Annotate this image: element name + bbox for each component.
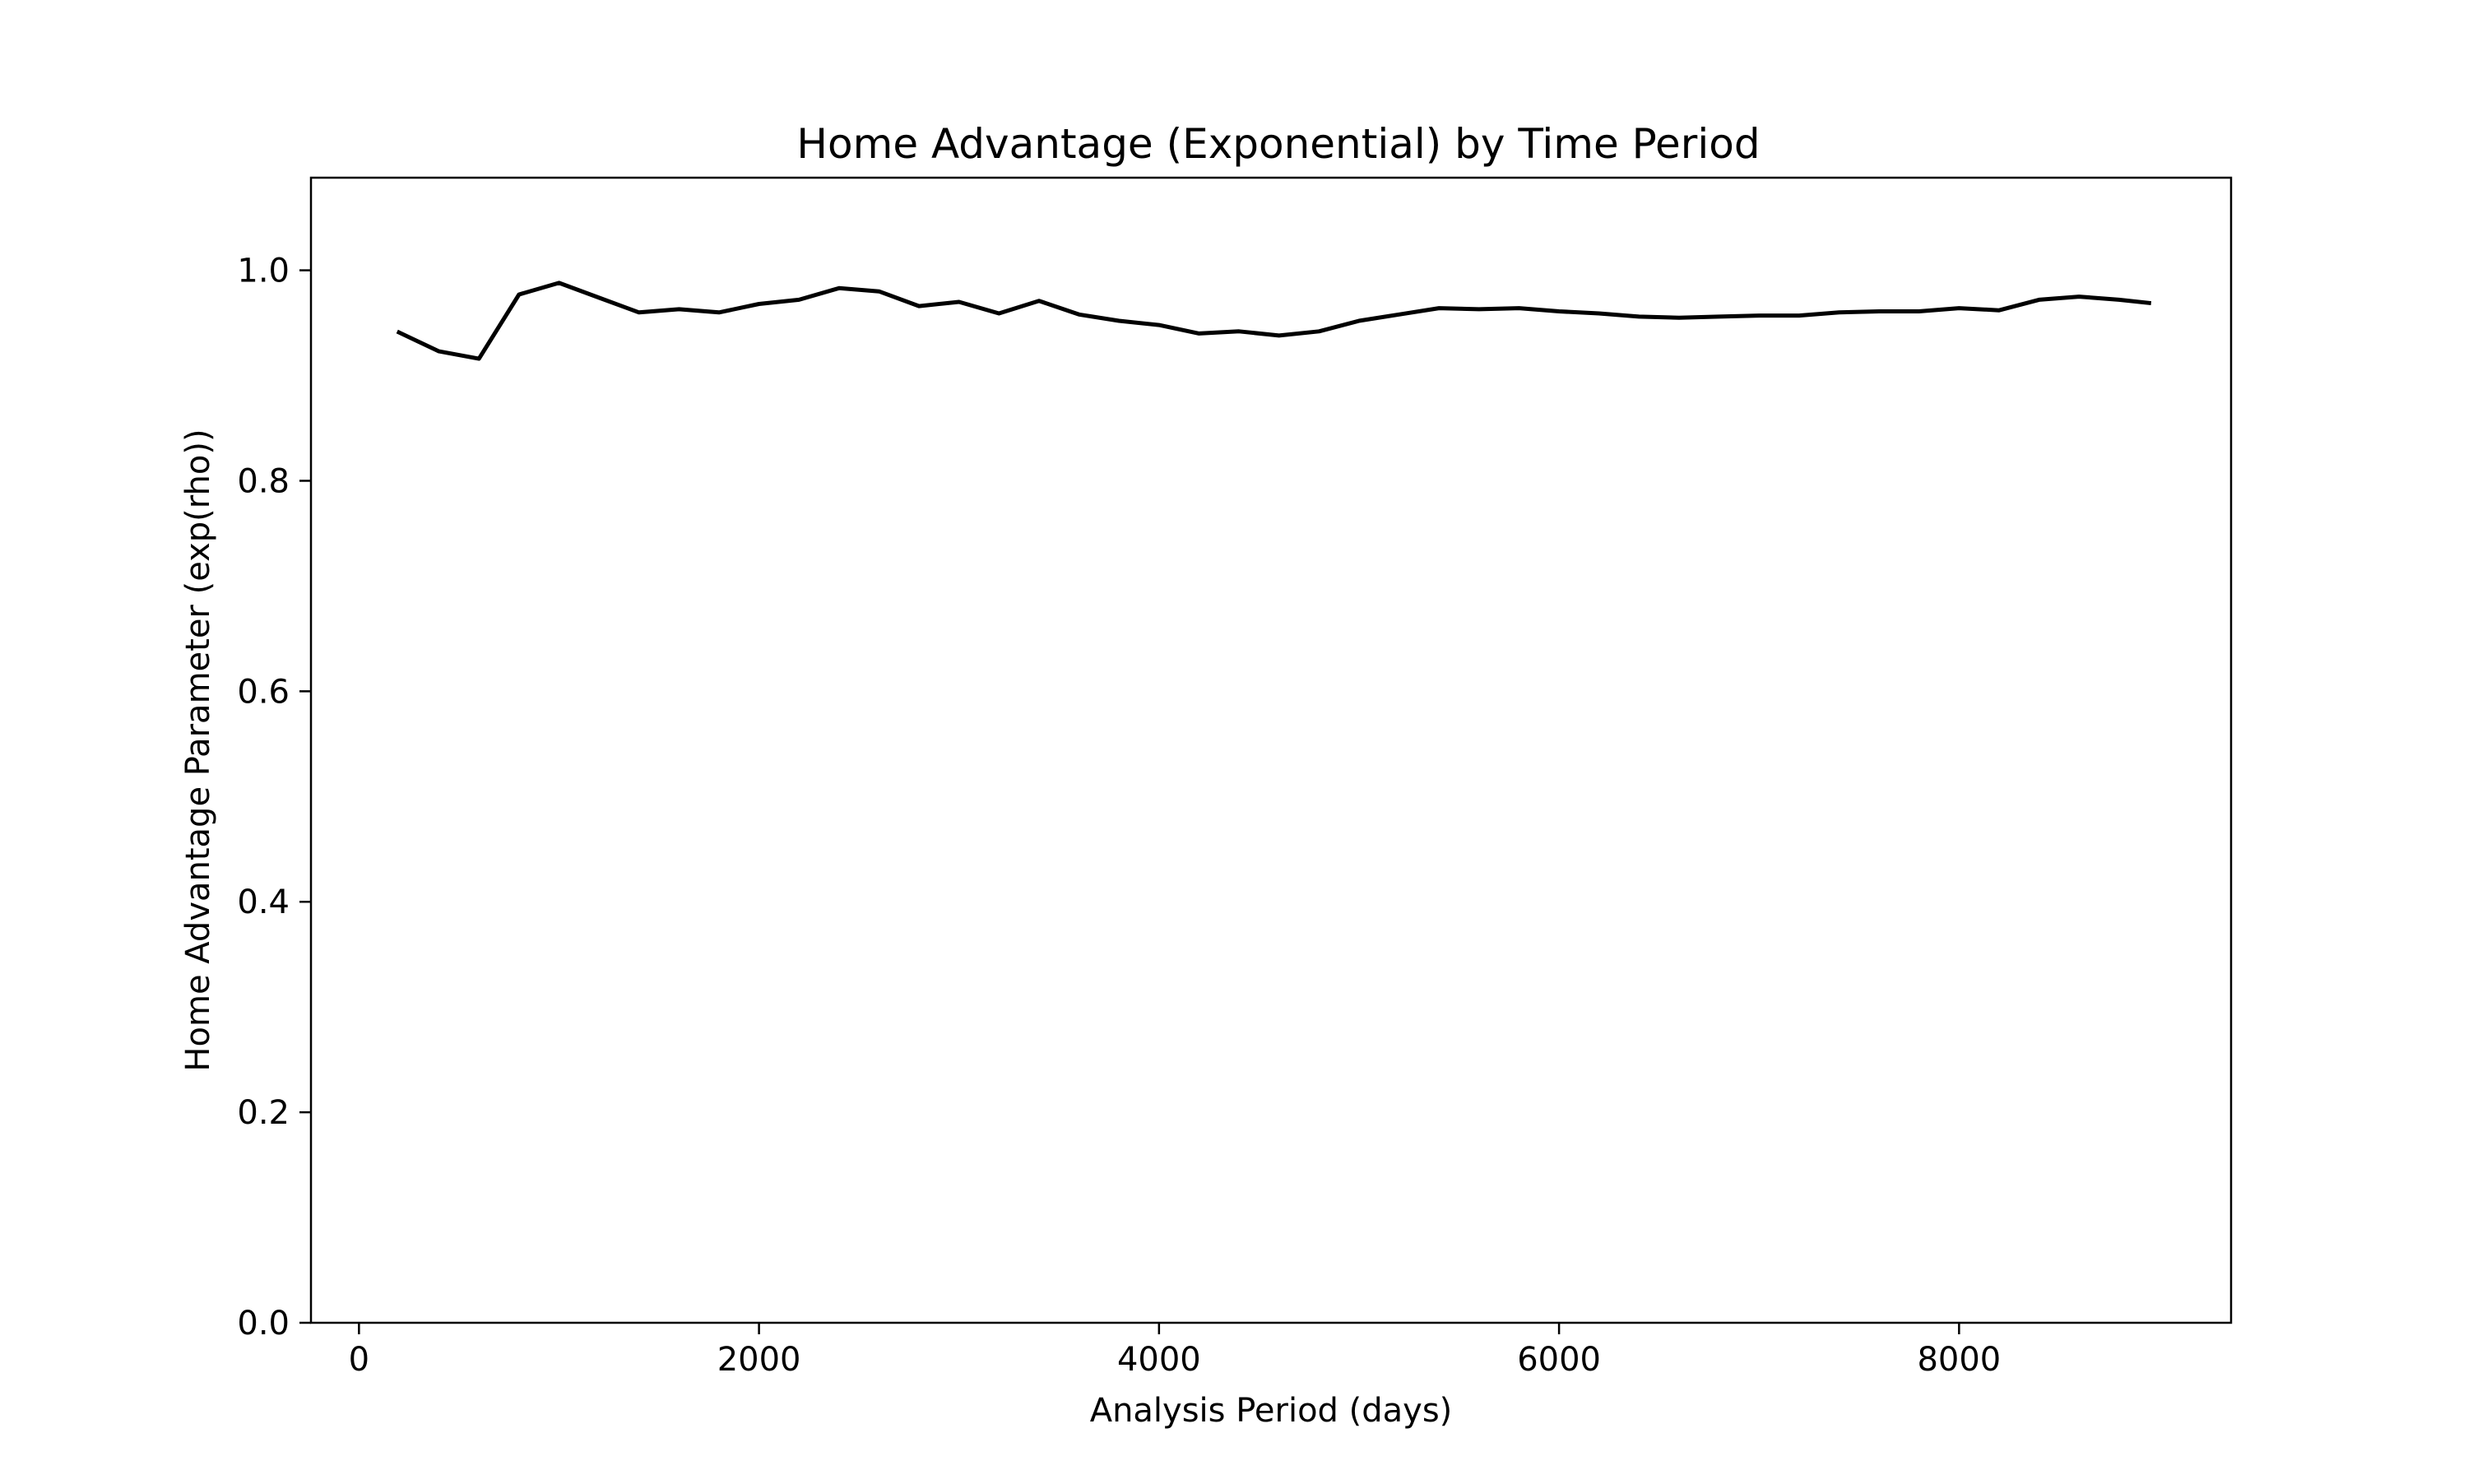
plot-area-frame (309, 176, 2233, 1324)
x-axis-label: Analysis Period (days) (1090, 1392, 1453, 1430)
y-axis-ticks: 0.0 0.2 0.4 0.6 0.8 1.0 (237, 253, 311, 1343)
x-tick-label: 2000 (717, 1341, 801, 1379)
x-tick-label: 8000 (1917, 1341, 2001, 1379)
x-tick-label: 4000 (1117, 1341, 1201, 1379)
x-tick-label: 6000 (1517, 1341, 1601, 1379)
y-tick-label: 0.0 (237, 1305, 290, 1343)
y-tick-label: 0.6 (237, 673, 290, 711)
y-tick-label: 1.0 (237, 253, 290, 290)
y-tick-label: 0.8 (237, 462, 290, 500)
x-axis-ticks: 0 2000 4000 6000 8000 (349, 1323, 2001, 1379)
series-line (396, 281, 2152, 361)
y-tick-label: 0.4 (237, 883, 290, 921)
chart-title: Home Advantage (Exponential) by Time Per… (796, 120, 1760, 168)
y-axis-label: Home Advantage Parameter (exp(rho)) (179, 429, 217, 1071)
y-tick-label: 0.2 (237, 1094, 290, 1132)
x-tick-label: 0 (349, 1341, 369, 1379)
